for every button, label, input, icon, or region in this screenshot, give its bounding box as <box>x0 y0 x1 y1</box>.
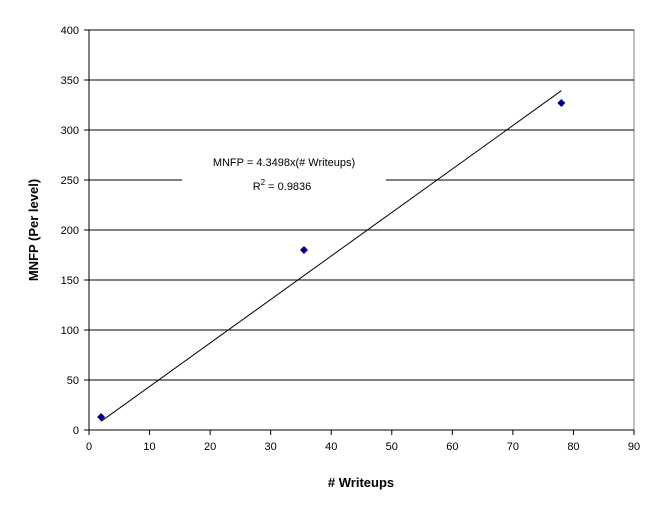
trendline-group <box>100 90 562 422</box>
x-tick-label-30: 30 <box>265 441 277 453</box>
y-tick-label-0: 0 <box>73 425 79 437</box>
y-tick-label-100: 100 <box>61 325 79 337</box>
y-axis-ticks: 0 50 100 150 200 250 300 350 400 <box>61 25 89 437</box>
y-axis-title: MNFP (Per level) <box>26 179 41 281</box>
x-axis-title: # Writeups <box>328 475 394 490</box>
data-point <box>97 413 106 421</box>
annotation-background <box>182 150 386 198</box>
x-tick-label-50: 50 <box>386 441 398 453</box>
data-point <box>299 246 308 254</box>
x-tick-label-0: 0 <box>86 441 92 453</box>
x-tick-label-40: 40 <box>325 441 337 453</box>
r-squared-exponent: 2 <box>261 178 266 187</box>
y-tick-label-300: 300 <box>61 125 79 137</box>
data-point <box>557 99 566 107</box>
x-tick-label-70: 70 <box>507 441 519 453</box>
trendline-equation: MNFP = 4.3498x(# Writeups) <box>213 157 355 169</box>
r-squared-value: = 0.9836 <box>265 181 311 193</box>
data-points <box>97 99 566 421</box>
y-tick-label-200: 200 <box>61 225 79 237</box>
x-tick-label-90: 90 <box>628 441 640 453</box>
y-tick-label-50: 50 <box>67 375 79 387</box>
y-tick-label-400: 400 <box>61 25 79 37</box>
y-tick-label-150: 150 <box>61 275 79 287</box>
x-tick-label-60: 60 <box>446 441 458 453</box>
x-tick-label-10: 10 <box>143 441 155 453</box>
r-squared-label: R2 = 0.9836 <box>253 178 312 193</box>
x-axis-ticks: 0 10 20 30 40 50 60 70 80 90 <box>86 430 640 453</box>
r-squared-symbol: R <box>253 181 261 193</box>
y-tick-label-350: 350 <box>61 75 79 87</box>
x-tick-label-80: 80 <box>567 441 579 453</box>
y-tick-label-250: 250 <box>61 175 79 187</box>
x-tick-label-20: 20 <box>204 441 216 453</box>
trendline <box>100 90 562 422</box>
